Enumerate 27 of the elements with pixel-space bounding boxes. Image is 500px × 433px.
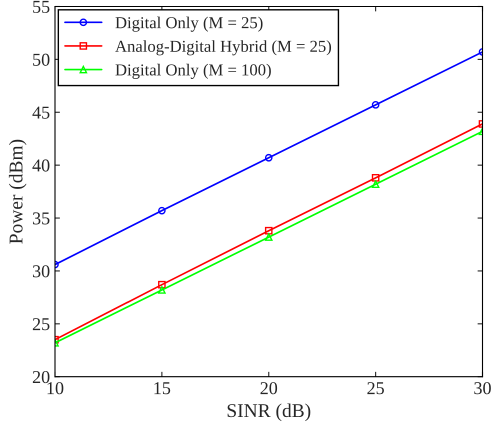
x-tick-label: 25 [367, 382, 384, 394]
point [264, 154, 273, 162]
point [372, 101, 380, 109]
y-tick-label: 50 [33, 54, 50, 66]
y-tick-label: 40 [32, 159, 50, 172]
point [158, 280, 166, 289]
x-axis-title: SINR (dB) [228, 404, 310, 422]
x-tick-label: 20 [260, 382, 278, 394]
point [264, 233, 273, 241]
point [158, 206, 166, 214]
y-axis-title: Power (dBm) [8, 140, 27, 244]
x-tick-label: 10 [48, 382, 64, 394]
x-tick-label: 15 [154, 382, 170, 394]
legend-label: Digital Only (M = 100) [115, 64, 271, 79]
point [264, 226, 273, 235]
point [158, 286, 166, 294]
point [372, 180, 380, 188]
point [372, 174, 380, 182]
legend-label: Digital Only (M = 25) [115, 16, 263, 32]
y-tick-label: 45 [32, 106, 50, 119]
y-tick-label: 20 [32, 370, 50, 384]
y-tick-label: 25 [32, 318, 50, 330]
y-tick-label: 30 [32, 265, 50, 278]
legend-label: Analog-Digital Hybrid (M = 25) [115, 40, 332, 56]
y-tick-label: 55 [33, 0, 50, 13]
x-tick-label: 30 [474, 382, 491, 394]
y-tick-label: 35 [32, 212, 50, 224]
